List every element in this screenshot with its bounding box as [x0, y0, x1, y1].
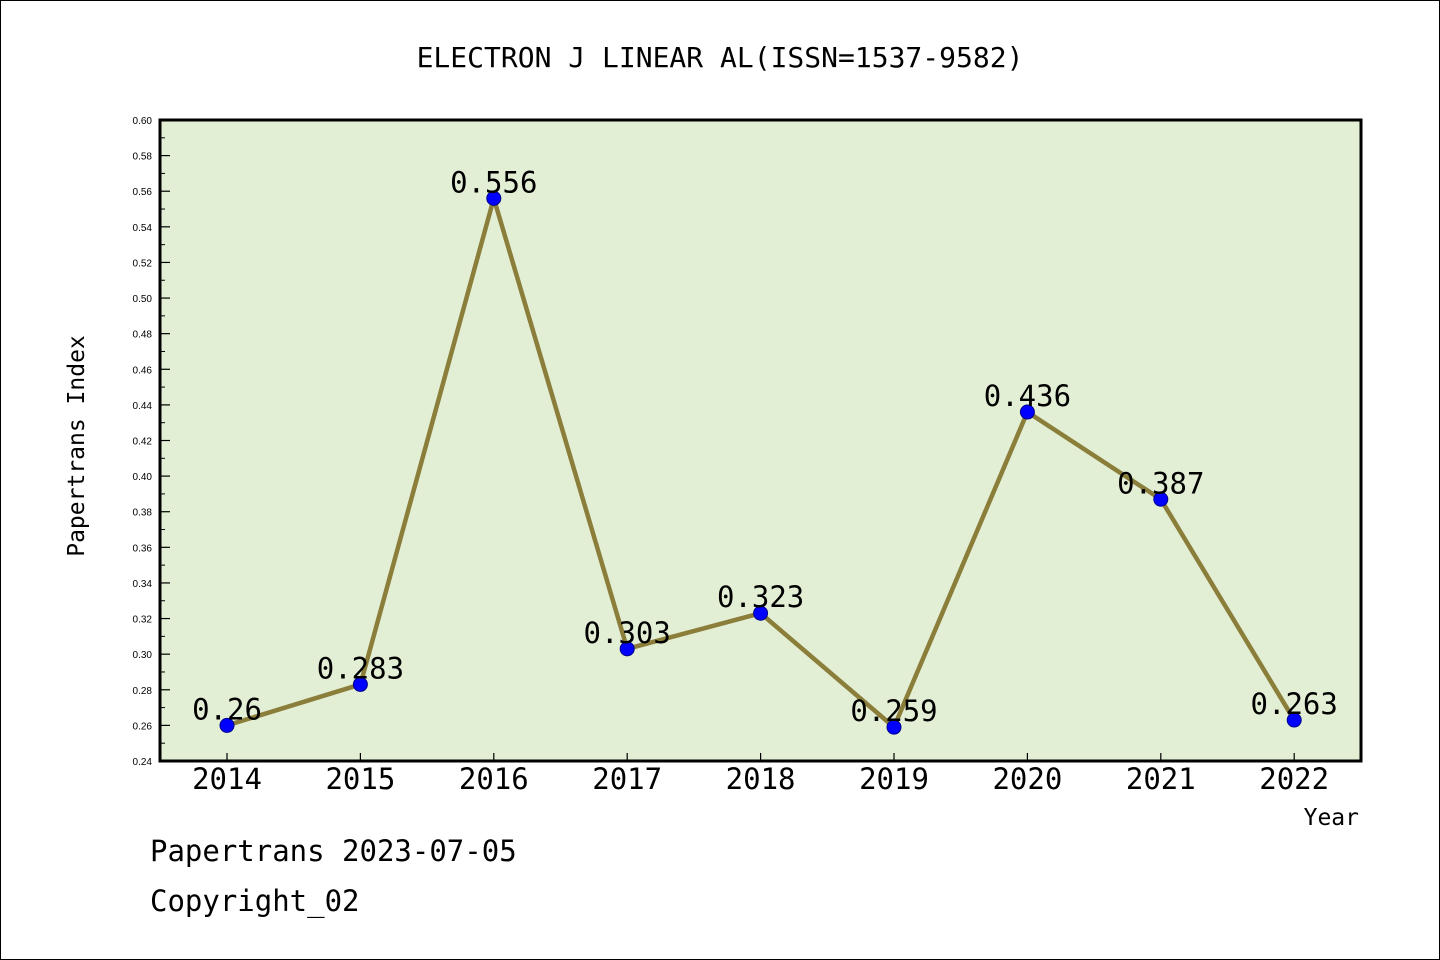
plot-area	[160, 120, 1361, 761]
data-label: 0.263	[1251, 687, 1338, 721]
data-label: 0.556	[450, 165, 537, 199]
data-label: 0.436	[984, 379, 1071, 413]
plot-border	[158, 118, 1363, 763]
y-tick-label: 0.36	[133, 543, 153, 554]
y-tick-label: 0.46	[133, 365, 153, 376]
data-labels: 0.26 0.283 0.556 0.303 0.323 0.259 0.436 0.387 0…	[192, 165, 1338, 728]
x-tick-label: 2017	[592, 762, 662, 796]
data-label: 0.26	[192, 692, 262, 726]
y-tick-label: 0.26	[133, 721, 153, 732]
data-point	[219, 717, 235, 733]
y-tick-label: 0.28	[133, 686, 153, 697]
x-tick-label: 2021	[1126, 762, 1196, 796]
data-point	[619, 641, 635, 657]
x-tick-label: 2016	[459, 762, 529, 796]
y-tick-label: 0.48	[133, 330, 153, 341]
y-tick-label: 0.30	[133, 650, 153, 661]
data-label: 0.323	[717, 580, 804, 614]
x-axis-label: Year	[1304, 805, 1359, 831]
data-point	[886, 719, 902, 735]
y-tick-label: 0.42	[133, 437, 153, 448]
x-tick-label: 2019	[859, 762, 929, 796]
data-point	[1286, 712, 1302, 728]
x-tick-label: 2018	[726, 762, 796, 796]
y-tick-label: 0.52	[133, 258, 153, 269]
y-tick-label: 0.60	[133, 116, 153, 127]
y-tick-label: 0.40	[133, 472, 153, 483]
y-tick-label: 0.58	[133, 152, 153, 163]
data-points	[219, 190, 1302, 735]
y-tick-label: 0.54	[133, 223, 153, 234]
data-point	[753, 605, 769, 621]
y-tick-label: 0.44	[133, 401, 153, 412]
data-label: 0.387	[1117, 466, 1204, 500]
footer-date: Papertrans 2023-07-05	[150, 834, 517, 868]
data-point	[486, 190, 502, 206]
y-axis-ticks: 0.24 0.26 0.28 0.30 0.32 0.34 0.36 0.38 0.40 0.42…	[133, 116, 170, 768]
x-tick-label: 2015	[325, 762, 395, 796]
data-label: 0.303	[584, 616, 671, 650]
x-axis-ticks: 2014 2015 2016 2017 2018 2019 2020 2021 2022	[192, 753, 1329, 796]
data-point	[1153, 491, 1169, 507]
y-tick-label: 0.24	[133, 757, 153, 768]
x-tick-label: 2014	[192, 762, 262, 796]
y-axis-label: Papertrans Index	[64, 335, 90, 557]
data-label: 0.259	[850, 694, 937, 728]
y-tick-label: 0.50	[133, 294, 153, 305]
data-point	[1019, 404, 1035, 420]
data-label: 0.283	[317, 651, 404, 685]
y-tick-label: 0.56	[133, 187, 153, 198]
x-tick-label: 2022	[1259, 762, 1329, 796]
data-point	[352, 676, 368, 692]
chart-title: ELECTRON J LINEAR AL(ISSN=1537-9582)	[417, 41, 1024, 74]
y-tick-label: 0.32	[133, 615, 153, 626]
x-tick-label: 2020	[992, 762, 1062, 796]
y-tick-label: 0.38	[133, 508, 153, 519]
footer-copyright: Copyright_02	[150, 884, 360, 918]
y-tick-label: 0.34	[133, 579, 153, 590]
